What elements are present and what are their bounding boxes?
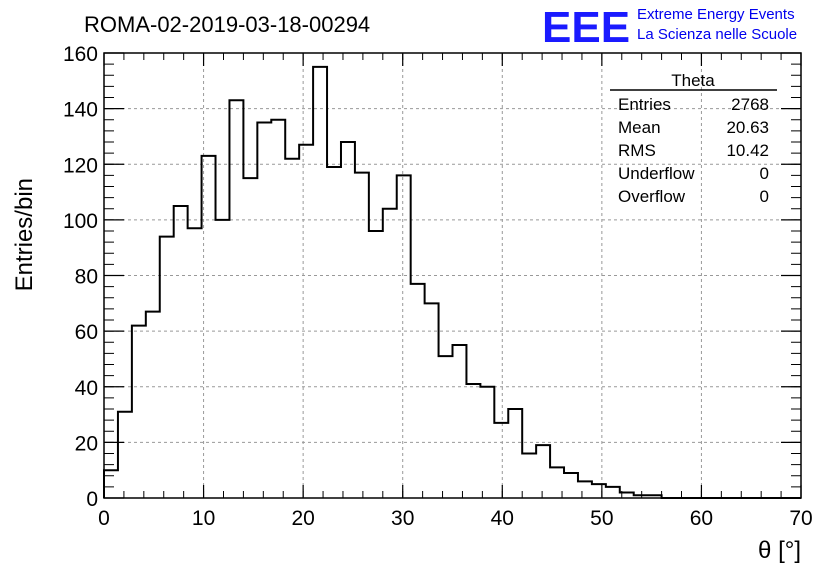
- x-tick-label: 70: [789, 507, 812, 530]
- histogram-bin: [606, 487, 620, 498]
- histogram-bin: [453, 345, 467, 498]
- stat-value: 0: [760, 164, 769, 183]
- histogram-bin: [243, 178, 257, 498]
- histogram-bin: [285, 159, 299, 498]
- x-axis-title: θ [°]: [758, 537, 801, 564]
- histogram-bin: [271, 120, 285, 498]
- histogram-bin: [313, 67, 327, 498]
- histogram-bin: [578, 481, 592, 498]
- stat-value: 2768: [731, 95, 769, 114]
- stats-rows: Entries 2768 Mean 20.63 RMS 10.42 Underflow 0 Ov…: [618, 95, 769, 206]
- histogram-outline: [103, 65, 801, 499]
- y-tick-label: 20: [75, 432, 98, 455]
- histogram-bin: [466, 384, 480, 498]
- stat-label: Overflow: [618, 187, 686, 206]
- histogram-bin: [257, 123, 271, 498]
- histogram-bin: [522, 454, 536, 499]
- histogram-bin: [494, 423, 508, 498]
- x-tick-label: 0: [98, 507, 110, 530]
- stat-value: 20.63: [726, 118, 769, 137]
- histogram-bin: [132, 326, 146, 498]
- x-tick-label: 30: [391, 507, 414, 530]
- histogram-bin: [299, 145, 313, 498]
- histogram-bin: [536, 445, 550, 498]
- histogram-bin: [439, 356, 453, 498]
- y-axis-title: Entries/bin: [11, 178, 38, 291]
- chart-title: ROMA-02-2019-03-18-00294: [84, 12, 370, 37]
- stat-label: Underflow: [618, 164, 695, 183]
- histogram-bin: [146, 312, 160, 498]
- x-tick-label: 20: [291, 507, 314, 530]
- axis-ticks: [103, 52, 802, 499]
- histogram-bin: [188, 228, 202, 498]
- y-tick-label: 60: [75, 321, 98, 344]
- x-tick-label: 10: [192, 507, 215, 530]
- histogram-bin: [508, 409, 522, 498]
- y-tick-label: 80: [75, 266, 98, 289]
- stat-label: Entries: [618, 95, 671, 114]
- y-tick-label: 120: [63, 154, 98, 177]
- logo-line-1: Extreme Energy Events: [637, 6, 795, 23]
- stat-label: RMS: [618, 141, 656, 160]
- histogram-bin: [104, 470, 118, 498]
- x-tick-label: 60: [690, 507, 713, 530]
- stat-value: 0: [760, 187, 769, 206]
- y-tick-label: 0: [86, 488, 98, 511]
- histogram-bin: [341, 142, 355, 498]
- stats-title: Theta: [671, 71, 715, 90]
- stat-label: Mean: [618, 118, 661, 137]
- histogram-bin: [229, 100, 243, 498]
- x-tick-labels: 0 10 20 30 40 50 60 70: [98, 507, 813, 530]
- eee-logo: EEE Extreme Energy Events La Scienza nel…: [542, 3, 797, 52]
- stat-value: 10.42: [726, 141, 769, 160]
- histogram-bin: [397, 175, 411, 498]
- histogram-bin: [564, 473, 578, 498]
- histogram-bin: [425, 303, 439, 498]
- histogram-bin: [411, 284, 425, 498]
- histogram-bin: [174, 206, 188, 498]
- y-tick-label: 140: [63, 99, 98, 122]
- histogram-bin: [355, 173, 369, 498]
- grid-lines: [104, 53, 801, 498]
- histogram-bin: [592, 484, 606, 498]
- histogram-bin: [369, 231, 383, 498]
- logo-line-2: La Scienza nelle Scuole: [637, 26, 797, 43]
- stats-box: Theta Entries 2768 Mean 20.63 RMS 10.42 Underf…: [610, 71, 777, 206]
- histogram-bin: [216, 220, 230, 498]
- histogram-bin: [383, 209, 397, 498]
- histogram-bin: [327, 167, 341, 498]
- y-tick-label: 40: [75, 377, 98, 400]
- x-tick-label: 40: [491, 507, 514, 530]
- y-tick-labels: 0 20 40 60 80 100 120 140 160: [63, 43, 98, 511]
- histogram-bins: [104, 67, 662, 498]
- y-tick-label: 160: [63, 43, 98, 66]
- histogram-bin: [118, 412, 132, 498]
- logo-mark: EEE: [542, 3, 630, 52]
- x-tick-label: 50: [590, 507, 613, 530]
- y-tick-label: 100: [63, 210, 98, 233]
